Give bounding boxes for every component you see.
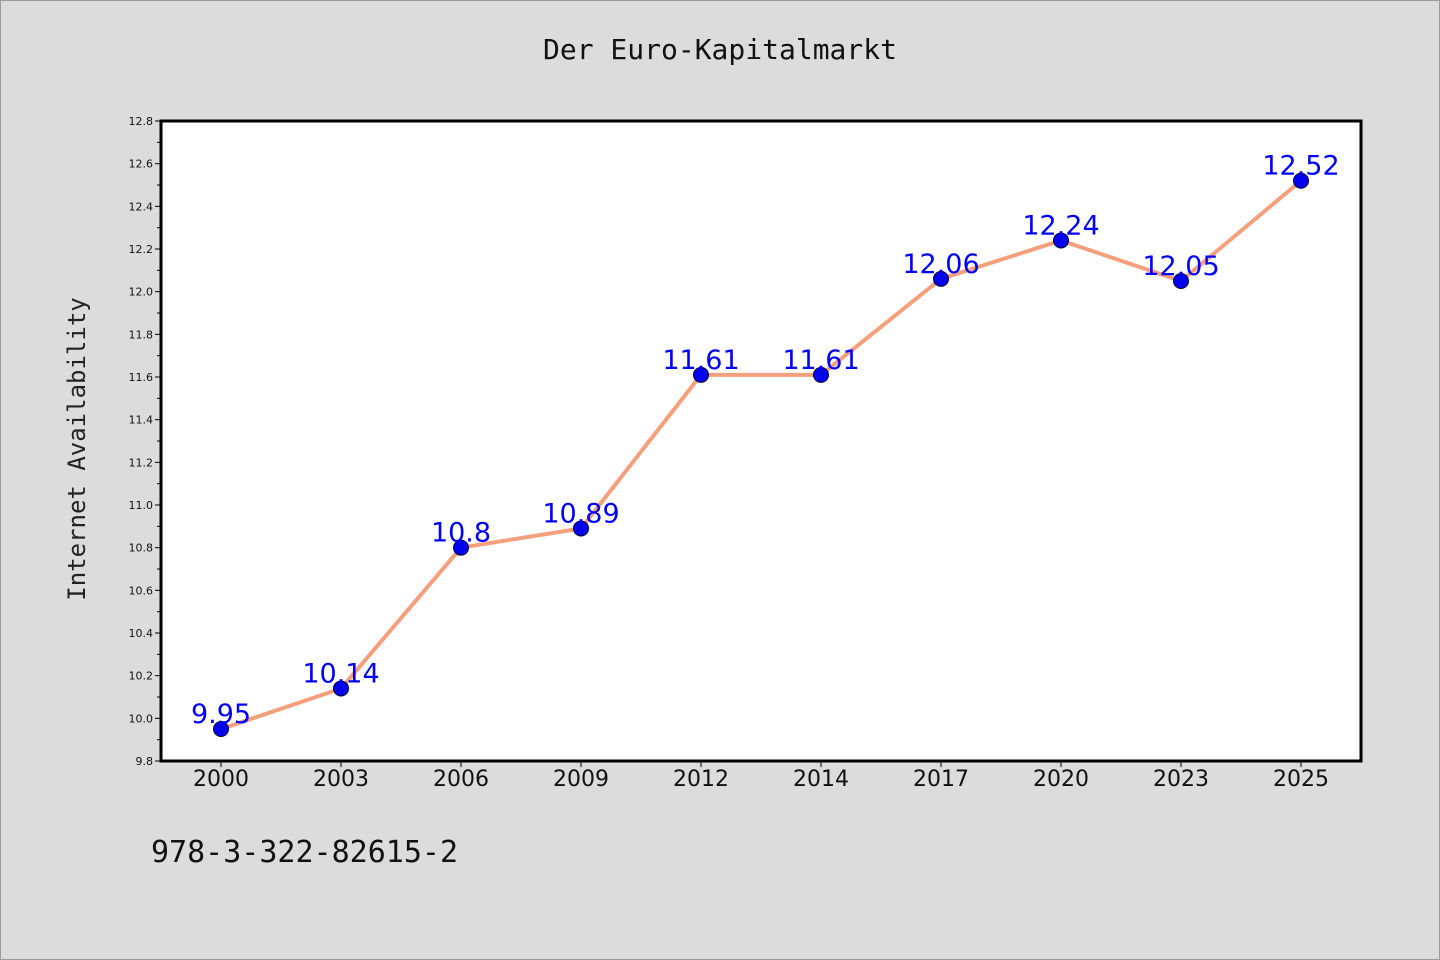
data-label: 12.24 — [1022, 210, 1099, 241]
y-tick-label: 10.0 — [129, 712, 154, 725]
y-tick-label: 10.8 — [129, 542, 154, 555]
data-label: 12.05 — [1142, 251, 1219, 282]
chart-title: Der Euro-Kapitalmarkt — [542, 33, 897, 66]
y-tick-label: 11.6 — [129, 371, 154, 384]
data-label: 11.61 — [782, 345, 859, 376]
x-tick-label: 2025 — [1273, 767, 1329, 792]
x-tick-label: 2000 — [193, 767, 249, 792]
y-tick-label: 11.0 — [129, 499, 154, 512]
y-tick-label: 12.8 — [129, 115, 154, 128]
y-tick-label: 12.2 — [129, 243, 154, 256]
y-tick-label: 11.2 — [129, 456, 154, 469]
isbn-code: 978-3-322-82615-2 — [151, 835, 459, 870]
x-tick-label: 2017 — [913, 767, 969, 792]
y-tick-label: 12.6 — [129, 158, 154, 171]
data-label: 12.06 — [902, 249, 979, 280]
x-tick-label: 2023 — [1153, 767, 1209, 792]
data-point — [573, 520, 589, 537]
data-point — [333, 680, 349, 697]
x-tick-label: 2009 — [553, 767, 609, 792]
data-label: 11.61 — [662, 345, 739, 376]
data-label: 10.8 — [431, 518, 491, 549]
data-label: 12.52 — [1262, 151, 1339, 182]
data-point — [1053, 232, 1069, 249]
y-tick-label: 10.4 — [129, 627, 154, 640]
data-point — [693, 366, 709, 383]
data-label: 10.89 — [542, 498, 619, 529]
x-tick-label: 2003 — [313, 767, 369, 792]
y-tick-label: 9.8 — [136, 755, 154, 768]
data-label: 10.14 — [302, 658, 379, 689]
y-tick-label: 10.6 — [129, 584, 154, 597]
x-tick-label: 2020 — [1033, 767, 1089, 792]
x-tick-label: 2012 — [673, 767, 729, 792]
data-label: 9.95 — [191, 699, 251, 730]
data-point — [933, 270, 949, 287]
x-tick-label: 2006 — [433, 767, 489, 792]
y-tick-label: 12.0 — [129, 286, 154, 299]
data-point — [213, 721, 229, 737]
y-tick-label: 11.8 — [129, 328, 154, 341]
data-point — [1293, 172, 1309, 189]
series-line — [220, 179, 1303, 731]
data-point — [813, 366, 829, 383]
data-point — [453, 539, 469, 556]
plot-frame — [159, 119, 1363, 763]
x-tick-label: 2014 — [793, 767, 849, 792]
y-tick-label: 10.2 — [129, 670, 154, 683]
data-point — [1173, 273, 1189, 289]
y-tick-label: 12.4 — [129, 200, 154, 213]
y-tick-label: 11.4 — [129, 414, 154, 427]
